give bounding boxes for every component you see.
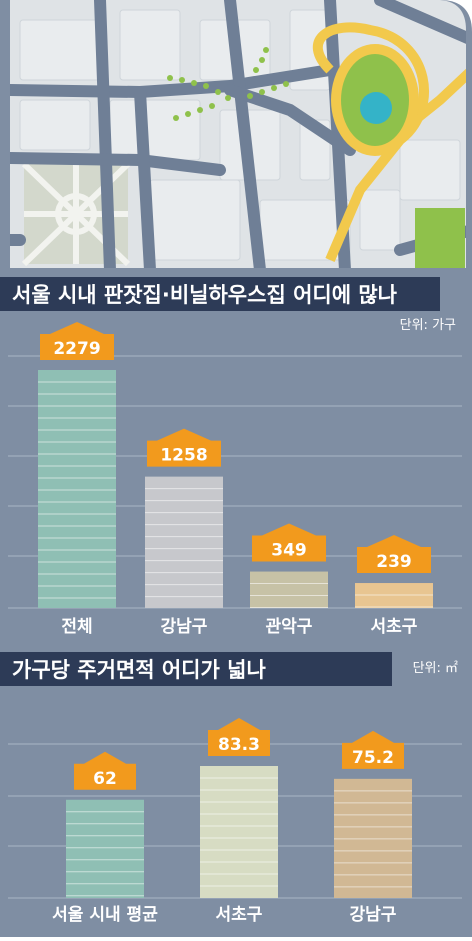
chart2-bar-value-label: 75.2 <box>352 748 394 768</box>
chart2-bar-badge <box>342 730 404 769</box>
chart2-category-label: 서울 시내 평균 <box>52 905 158 925</box>
chart2-bar-badge <box>74 751 136 790</box>
chart1-category-label: 강남구 <box>161 617 208 637</box>
chart1-bar-value-label: 2279 <box>53 339 100 359</box>
city-map-illustration <box>10 0 466 268</box>
chart2-bar-value-label: 83.3 <box>218 735 260 755</box>
chart2-title-band <box>0 652 392 686</box>
chart1: 2279 전체 1258 강남구 349 관악구 239 서초구 <box>8 322 462 637</box>
chart2-bar-value-label: 62 <box>93 769 117 789</box>
chart1-bar-badge <box>357 535 431 574</box>
chart1-bar-value-label: 1258 <box>160 446 207 466</box>
chart1-title-band <box>0 277 440 311</box>
chart2-bar <box>66 799 144 898</box>
chart1-bar-badge <box>252 523 326 562</box>
chart2: 62 서울 시내 평균 83.3 서초구 75.2 강남구 <box>8 718 462 925</box>
chart1-bar <box>250 571 328 608</box>
chart2-bar-badge <box>208 718 270 756</box>
chart1-bar-badge <box>40 322 114 360</box>
chart1-category-label: 전체 <box>61 617 92 637</box>
chart2-title: 가구당 주거면적 어디가 넓나 <box>12 658 266 682</box>
chart2-category-label: 강남구 <box>350 905 397 925</box>
chart1-bar-value-label: 239 <box>376 552 412 572</box>
chart2-bar <box>200 766 278 898</box>
chart1-title: 서울 시내 판잣집·비닐하우스집 어디에 많나 <box>12 283 398 307</box>
chart1-unit: 단위: 가구 <box>400 318 456 333</box>
chart2-unit: 단위: ㎡ <box>413 661 458 676</box>
chart1-bar-badge <box>147 428 221 467</box>
chart1-category-label: 서초구 <box>371 617 418 637</box>
chart2-category-label: 서초구 <box>216 905 263 925</box>
chart1-bar-value-label: 349 <box>271 541 307 561</box>
chart1-bar <box>145 476 223 608</box>
chart1-bar <box>38 370 116 608</box>
chart1-category-label: 관악구 <box>266 617 313 637</box>
